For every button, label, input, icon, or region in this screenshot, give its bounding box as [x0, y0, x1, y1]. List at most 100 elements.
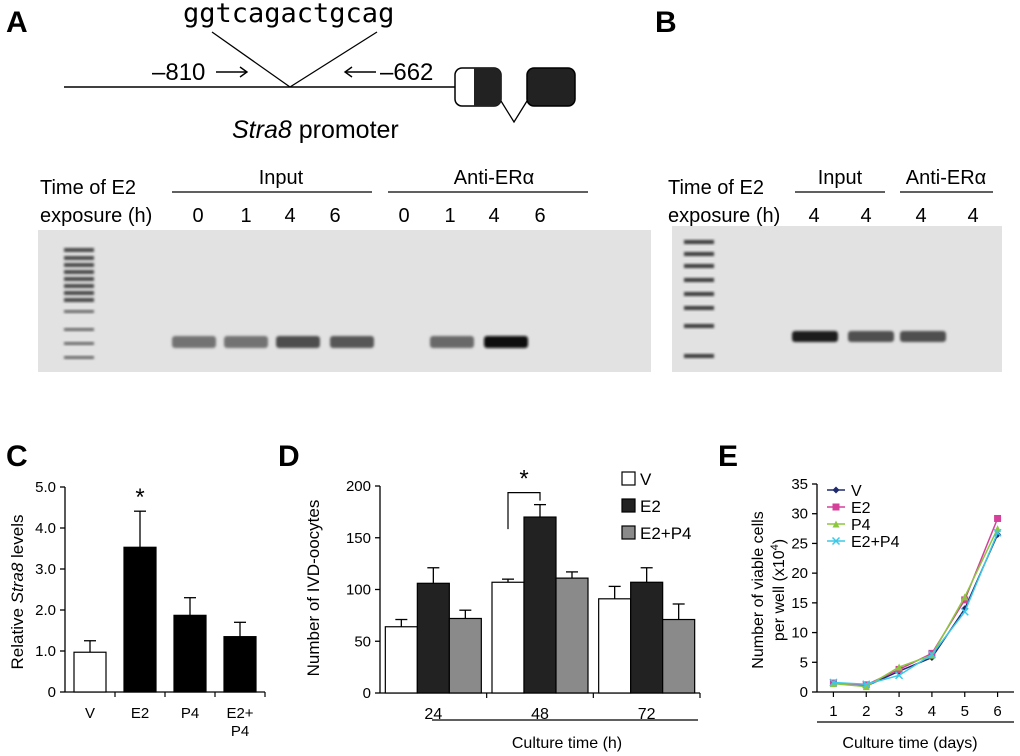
- legend-label: E2+P4: [640, 524, 692, 543]
- bar: [523, 516, 557, 694]
- panel-b: B Time of E2 exposure (h) Input Anti-ERα…: [655, 6, 1002, 372]
- legend-label: E2: [640, 497, 661, 516]
- ladder-band: [684, 252, 714, 256]
- promoter-word: promoter: [292, 116, 399, 144]
- y-axis-label: Relative Stra8 levels: [8, 515, 27, 670]
- group-label-anti-er: Anti-ERα: [454, 167, 534, 189]
- gel-band: [330, 336, 374, 348]
- lane-time-label: 1: [240, 205, 251, 227]
- legend-label: E2: [851, 500, 871, 517]
- bar: [448, 617, 482, 694]
- ladder-band: [64, 356, 94, 359]
- exposure-label-line2: exposure (h): [40, 205, 152, 227]
- lane-time-label: 0: [192, 205, 203, 227]
- panel-e-letter: E: [718, 440, 738, 473]
- series-line: [833, 532, 999, 686]
- ladder-band: [684, 292, 714, 296]
- legend-swatch: [621, 471, 636, 486]
- bar: [416, 582, 450, 694]
- bar: [630, 581, 664, 694]
- ladder-band: [64, 284, 94, 288]
- ladder-band: [64, 277, 94, 281]
- gel-band: [276, 336, 320, 348]
- panel-a-letter: A: [6, 6, 28, 39]
- legend-label: V: [851, 483, 862, 500]
- ladder-band: [64, 298, 94, 302]
- panel-e: E Number of viable cells per well (x104)…: [718, 440, 1014, 752]
- bar: [73, 651, 107, 693]
- x-tick-label: 3: [895, 703, 903, 720]
- y-axis-label-line2: per well (x104): [769, 539, 788, 641]
- left-primer-position: –810: [152, 59, 205, 86]
- y-label-suffix: levels: [8, 515, 27, 563]
- bar-chart-d: 0 50 100 150 200 24 48 72 * V E2 E2+P4: [346, 466, 701, 723]
- intron-splice: [500, 100, 528, 124]
- x-tick-label: V: [85, 705, 95, 722]
- ladder-band: [684, 240, 714, 244]
- lane-time-labels: 0 1 4 6 0 1 4 6: [192, 205, 545, 227]
- data-point: [829, 678, 838, 687]
- forward-arrow-icon: [216, 66, 249, 78]
- gel-band: [900, 331, 946, 342]
- y-tick-label: 5.0: [35, 479, 56, 496]
- data-point: [829, 680, 837, 688]
- significance-marker: *: [135, 484, 144, 511]
- legend-marker: [831, 536, 841, 546]
- panel-a: A ggtcagactgcag –810 –662 Stra8 promoter…: [6, 0, 651, 372]
- panel-d-letter: D: [278, 440, 300, 473]
- data-point: [961, 593, 969, 601]
- bar: [598, 598, 632, 694]
- gel-band: [430, 336, 474, 348]
- data-point: [993, 528, 1002, 537]
- group-label-input: Input: [818, 167, 863, 189]
- panel-d: D Number of IVD-oocytes 0 50 100 150 200 24 48…: [278, 440, 701, 752]
- legend-marker: [832, 486, 840, 494]
- right-primer-position: –662: [380, 59, 433, 86]
- ladder-band: [64, 263, 94, 267]
- x-tick-label: 48: [531, 706, 549, 723]
- x-tick-label: 4: [928, 703, 936, 720]
- ladder-band: [684, 324, 714, 328]
- data-point: [927, 650, 936, 659]
- lane-time-label: 4: [488, 205, 499, 227]
- y-tick-label: 30: [791, 506, 808, 523]
- x-axis-label: Culture time (days): [842, 735, 977, 752]
- y-axis-label-line1: Number of viable cells: [750, 511, 767, 668]
- bar: [123, 546, 157, 693]
- y-tick-label: 0: [363, 685, 371, 702]
- ladder-band: [64, 328, 94, 331]
- panel-c-letter: C: [6, 440, 28, 473]
- lane-time-label: 6: [534, 205, 545, 227]
- ladder-band: [64, 291, 94, 295]
- legend-label: P4: [851, 517, 871, 534]
- y-tick-label: 35: [791, 476, 808, 493]
- lane-time-label: 4: [860, 205, 871, 227]
- y-label-line2-suffix: ): [771, 539, 788, 544]
- series-line: [833, 534, 999, 687]
- ladder-band: [684, 354, 714, 358]
- series-line: [833, 528, 999, 688]
- x-tick-label: P4: [231, 723, 249, 740]
- x-tick-label: 1: [829, 703, 837, 720]
- x-tick-label: P4: [181, 705, 199, 722]
- promoter-label: Stra8 promoter: [232, 116, 399, 144]
- lane-time-label: 4: [808, 205, 819, 227]
- gel-band: [172, 336, 216, 348]
- group-label-anti-er: Anti-ERα: [906, 167, 986, 189]
- y-label-gene: Stra8: [8, 562, 27, 603]
- data-point: [994, 514, 1002, 522]
- exposure-label-line2: exposure (h): [668, 205, 780, 227]
- legend-label: E2+P4: [851, 534, 900, 551]
- legend-marker: [832, 520, 840, 528]
- y-tick-label: 15: [791, 595, 808, 612]
- lane-time-label: 4: [284, 205, 295, 227]
- bar: [491, 581, 525, 694]
- gel-band: [224, 336, 268, 348]
- y-tick-label: 4.0: [35, 520, 56, 537]
- sequence-callout-left: [211, 31, 291, 88]
- y-tick-label: 50: [354, 633, 371, 650]
- ladder-band: [684, 264, 714, 268]
- legend-marker: [832, 503, 840, 511]
- y-label-prefix: Relative: [8, 603, 27, 669]
